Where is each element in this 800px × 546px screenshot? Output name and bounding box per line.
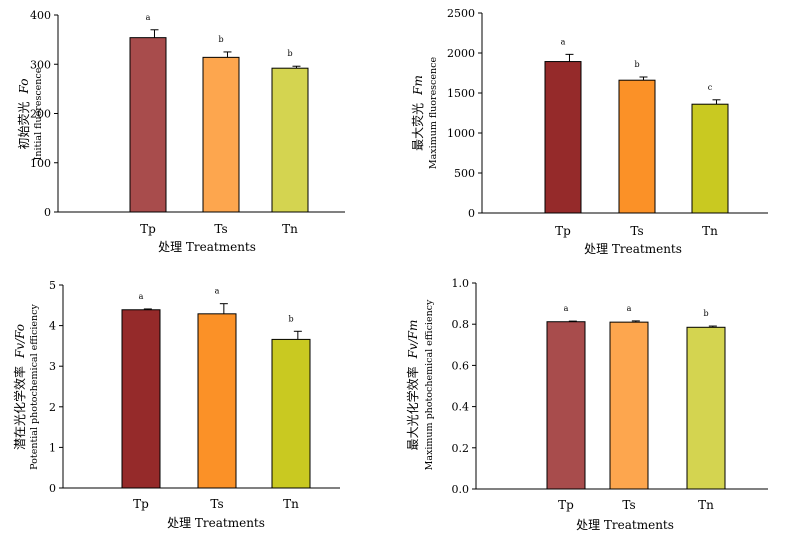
bar-tp	[546, 321, 586, 490]
y-axis-label-cn-text: 最大荧光	[411, 103, 425, 151]
significance-label: b	[288, 314, 293, 323]
significance-label: b	[634, 60, 639, 69]
y-tick-label: 2500	[447, 7, 475, 20]
y-tick-label: 0.0	[452, 483, 470, 496]
category-label: Ts	[622, 498, 635, 512]
x-axis-label: 处理 Treatments	[158, 240, 256, 254]
y-tick-label: 100	[30, 157, 51, 170]
y-axis-label-en: Initial fluorescence	[33, 67, 44, 160]
y-axis-label-en: Maximum photochemical efficiency	[424, 299, 435, 470]
y-tick-label: 2000	[447, 47, 475, 60]
category-label: Tp	[133, 497, 149, 511]
y-tick-label: 1	[49, 441, 56, 454]
y-axis-symbol: Fv/Fm	[406, 320, 420, 360]
y-axis-symbol: Fm	[411, 75, 425, 96]
bar-tp	[129, 37, 167, 213]
y-tick-label: 0.4	[452, 401, 470, 414]
bar-ts	[609, 321, 649, 490]
category-label: Tp	[558, 498, 574, 512]
chart-panel-fvfm: a a b 0.0 0.2 0.4 0.6 0.8 1.0 Tp Ts Tn 处理 Treatments…	[405, 277, 768, 532]
y-tick-label: 0.8	[452, 318, 470, 331]
y-axis-label-cn-text: 潜在光化学效率	[12, 366, 27, 450]
y-tick-label: 0	[468, 207, 475, 220]
significance-label: a	[561, 37, 566, 46]
bar-tn	[271, 338, 311, 489]
category-label: Ts	[210, 497, 223, 511]
category-label: Tn	[698, 498, 714, 512]
x-axis-label: 处理 Treatments	[584, 242, 682, 256]
significance-label: b	[287, 49, 292, 58]
y-axis-label-en: Maximum fluorescence	[428, 57, 439, 170]
y-axis-label-cn-text: 初始荧光	[17, 101, 31, 149]
bar-tp	[121, 309, 161, 489]
category-label: Tp	[555, 224, 571, 238]
y-axis-label-cn: 初始荧光 Fo	[17, 79, 31, 150]
chart-panel-fvfo: a a b 0 1 2 3 4 5 Tp Ts Tn 处理 Treatments 潜在光化学效率 Fv/Fo…	[12, 279, 340, 530]
significance-label: a	[215, 287, 220, 296]
y-axis-label-cn: 最大光化学效率 Fv/Fm	[405, 320, 420, 451]
bar-tp	[544, 61, 582, 214]
y-tick-label: 300	[30, 58, 51, 71]
y-tick-label: 5	[49, 279, 56, 292]
significance-label: a	[146, 13, 151, 22]
y-tick-label: 400	[30, 9, 51, 22]
x-axis-label: 处理 Treatments	[576, 518, 674, 532]
bar-tn	[271, 67, 309, 213]
y-tick-label: 3	[49, 360, 56, 373]
bar-tn	[691, 103, 729, 214]
y-tick-label: 0	[49, 482, 56, 495]
y-tick-label: 200	[30, 108, 51, 121]
y-tick-label: 4	[49, 320, 56, 333]
significance-label: b	[218, 35, 223, 44]
y-axis-label-en: Potential photochemical efficiency	[29, 304, 40, 470]
y-tick-label: 0.6	[452, 359, 470, 372]
y-tick-label: 0	[44, 206, 51, 219]
category-label: Tn	[283, 497, 299, 511]
significance-label: a	[627, 304, 632, 313]
significance-label: a	[139, 292, 144, 301]
y-tick-label: 500	[454, 167, 475, 180]
y-tick-label: 0.2	[452, 442, 470, 455]
y-axis-label-cn: 最大荧光 Fm	[411, 75, 425, 151]
bar-ts	[202, 56, 240, 213]
bar-ts	[618, 79, 656, 214]
y-tick-label: 1500	[447, 87, 475, 100]
y-tick-label: 2	[49, 401, 56, 414]
y-tick-label: 1.0	[452, 277, 470, 290]
category-label: Ts	[214, 222, 227, 236]
significance-label: c	[708, 83, 713, 92]
bar-ts	[197, 313, 237, 489]
significance-label: b	[703, 309, 708, 318]
y-axis-label-cn: 潜在光化学效率 Fv/Fo	[12, 324, 27, 450]
significance-label: a	[564, 304, 569, 313]
y-tick-label: 1000	[447, 127, 475, 140]
y-axis-label-cn-text: 最大光化学效率	[405, 366, 420, 450]
category-label: Tn	[702, 224, 718, 238]
y-axis-symbol: Fv/Fo	[13, 324, 27, 359]
chart-panel-fo: a b b 0 100 200 300 400 Tp Ts Tn 处理 Treatments 初始荧光 F…	[17, 9, 345, 254]
y-axis-symbol: Fo	[17, 79, 31, 95]
bar-tn	[686, 326, 726, 490]
x-axis-label: 处理 Treatments	[167, 516, 265, 530]
chart-panel-fm: a b c 0 500 1000 1500 2000 2500 Tp Ts Tn 处理 Treatmen…	[411, 7, 768, 256]
category-label: Tp	[140, 222, 156, 236]
category-label: Tn	[282, 222, 298, 236]
category-label: Ts	[630, 224, 643, 238]
